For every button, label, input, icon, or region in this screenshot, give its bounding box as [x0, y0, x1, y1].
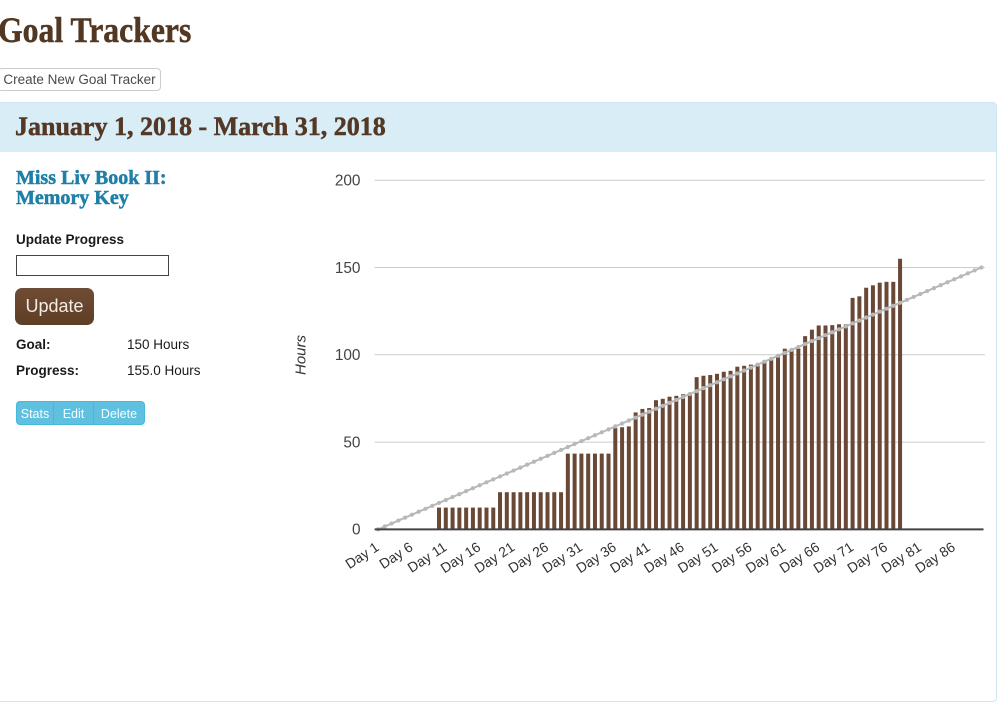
svg-text:50: 50: [343, 434, 360, 451]
svg-text:Hours: Hours: [293, 334, 310, 375]
svg-text:200: 200: [335, 173, 361, 190]
svg-text:Day 86: Day 86: [912, 538, 958, 576]
svg-text:0: 0: [352, 522, 361, 539]
svg-text:150: 150: [335, 260, 361, 277]
svg-text:Day 1: Day 1: [342, 538, 382, 571]
svg-text:100: 100: [335, 347, 361, 364]
